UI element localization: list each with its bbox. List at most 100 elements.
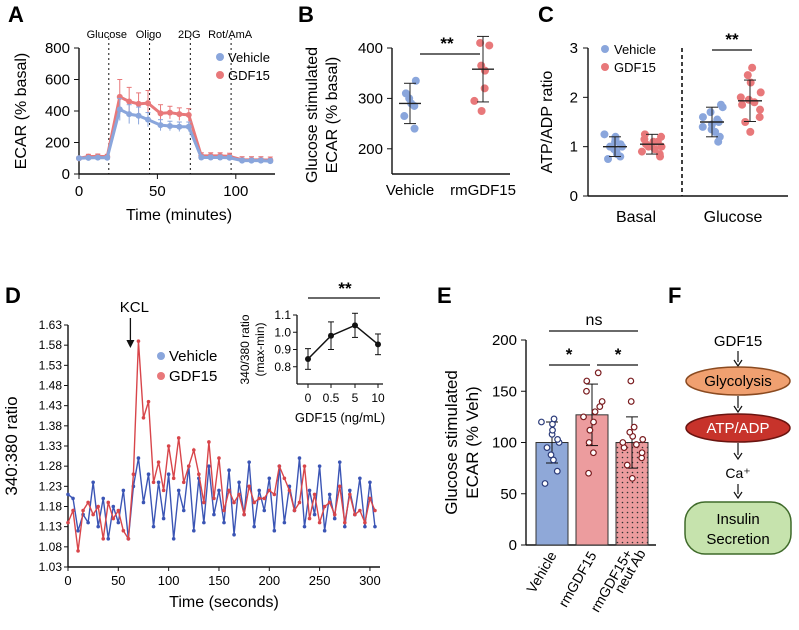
d-data-point bbox=[136, 456, 141, 460]
panel-label-b: B bbox=[298, 2, 314, 27]
c-data-point bbox=[706, 108, 715, 117]
d-data-point bbox=[126, 536, 131, 541]
c-data-point bbox=[657, 132, 666, 141]
d-data-point bbox=[71, 496, 75, 501]
d-data-point bbox=[332, 512, 337, 517]
d-data-point bbox=[121, 488, 126, 493]
c-data-point bbox=[637, 147, 646, 156]
a-injection-label: Oligo bbox=[136, 29, 162, 41]
a-data-point bbox=[217, 154, 224, 161]
a-y-tick-label: 200 bbox=[45, 135, 70, 152]
d-data-point bbox=[136, 339, 141, 343]
c-y-tick-label: 2 bbox=[570, 89, 578, 106]
d-data-point bbox=[373, 524, 377, 529]
a-data-point bbox=[126, 111, 133, 118]
c-data-point bbox=[736, 93, 745, 102]
e-significance-1: * bbox=[566, 345, 573, 364]
c-data-point bbox=[746, 127, 755, 136]
b-y-tick-label: 200 bbox=[358, 141, 383, 158]
d-data-point bbox=[192, 448, 196, 452]
d-data-point bbox=[192, 528, 196, 533]
d-data-point bbox=[121, 528, 126, 533]
a-data-point bbox=[198, 154, 205, 161]
a-x-tick-label: 50 bbox=[149, 183, 166, 200]
d-data-point bbox=[327, 500, 332, 505]
e-data-point bbox=[628, 474, 636, 482]
d-kcl-label: KCL bbox=[120, 299, 149, 316]
d-data-point bbox=[232, 500, 236, 505]
d-y-tick-label: 1.43 bbox=[39, 399, 63, 413]
d-y-tick-label: 1.18 bbox=[39, 500, 63, 514]
flow-arrowhead-1 bbox=[733, 359, 743, 368]
c-x-tick-label: Basal bbox=[616, 209, 656, 226]
flow-gdf15-label: GDF15 bbox=[714, 333, 762, 350]
d-data-point bbox=[151, 480, 156, 485]
c-y-tick-label: 3 bbox=[570, 40, 578, 57]
panel-d-chart: 1.03 1.08 1.13 1.18 1.23 1.28 1.33 1.38 1.43 1.48… bbox=[2, 279, 385, 611]
a-legend-label: GDF15 bbox=[228, 68, 270, 83]
d-y-tick-label: 1.48 bbox=[39, 379, 63, 393]
d-data-point bbox=[373, 508, 377, 513]
a-data-point bbox=[104, 154, 111, 161]
c-data-point bbox=[755, 113, 764, 122]
d-inset-x-axis-label: GDF15 (ng/mL) bbox=[295, 410, 385, 425]
d-data-point bbox=[91, 480, 95, 485]
d-inset-y-tick-label: 0.8 bbox=[274, 360, 291, 374]
c-data-point bbox=[716, 100, 725, 109]
d-data-point bbox=[141, 415, 146, 420]
d-data-point bbox=[116, 508, 121, 513]
d-data-point bbox=[247, 484, 251, 489]
d-data-point bbox=[237, 480, 241, 485]
e-data-point bbox=[585, 469, 592, 477]
a-x-tick-label: 0 bbox=[75, 183, 83, 200]
d-data-point bbox=[186, 464, 191, 468]
e-data-point bbox=[594, 369, 602, 377]
e-data-point bbox=[586, 426, 594, 434]
e-data-point bbox=[583, 387, 590, 395]
e-data-point bbox=[549, 426, 556, 434]
e-y-axis-label-2: ECAR (% Veh) bbox=[463, 386, 482, 498]
c-data-point bbox=[698, 122, 707, 131]
e-data-point bbox=[580, 413, 587, 421]
d-data-point bbox=[101, 496, 106, 501]
a-data-point bbox=[157, 122, 164, 129]
d-data-point bbox=[217, 488, 221, 493]
d-y-axis-label: 340:380 ratio bbox=[2, 396, 21, 495]
flow-atp-label: ATP/ADP bbox=[706, 420, 769, 437]
d-x-tick-label: 150 bbox=[208, 573, 230, 588]
b-data-point bbox=[411, 76, 420, 85]
d-data-point bbox=[322, 528, 327, 533]
d-data-point bbox=[166, 472, 171, 477]
d-legend-label: Vehicle bbox=[169, 348, 217, 365]
d-data-point bbox=[96, 504, 100, 509]
d-data-point bbox=[66, 492, 70, 497]
a-injection-label: Glucose bbox=[87, 29, 127, 41]
d-data-point bbox=[277, 464, 282, 468]
b-data-point bbox=[470, 96, 479, 105]
d-inset-y-tick-label: 0.9 bbox=[274, 343, 291, 357]
d-data-point bbox=[332, 516, 337, 521]
d-legend-marker bbox=[157, 352, 165, 360]
flow-atp-node bbox=[685, 413, 791, 443]
d-data-point bbox=[111, 516, 116, 521]
panel-label-a: A bbox=[8, 2, 24, 27]
d-x-axis-label: Time (seconds) bbox=[169, 594, 279, 611]
flow-glycolysis-label: Glycolysis bbox=[704, 373, 772, 390]
d-y-tick-label: 1.23 bbox=[39, 479, 63, 493]
d-data-point bbox=[368, 480, 372, 485]
a-data-point bbox=[207, 154, 214, 161]
e-data-point bbox=[543, 444, 551, 452]
d-data-point bbox=[358, 508, 362, 513]
d-y-tick-label: 1.03 bbox=[39, 560, 63, 574]
a-injection-label: 2DG bbox=[178, 29, 201, 41]
c-data-point bbox=[655, 150, 664, 159]
d-data-point bbox=[267, 488, 272, 493]
e-data-point bbox=[619, 439, 627, 446]
d-data-point bbox=[71, 508, 75, 513]
d-data-point bbox=[106, 536, 111, 541]
c-significance: ** bbox=[725, 30, 739, 49]
d-data-point bbox=[358, 476, 362, 481]
d-data-point bbox=[302, 524, 307, 529]
c-legend-label: Vehicle bbox=[614, 42, 656, 57]
